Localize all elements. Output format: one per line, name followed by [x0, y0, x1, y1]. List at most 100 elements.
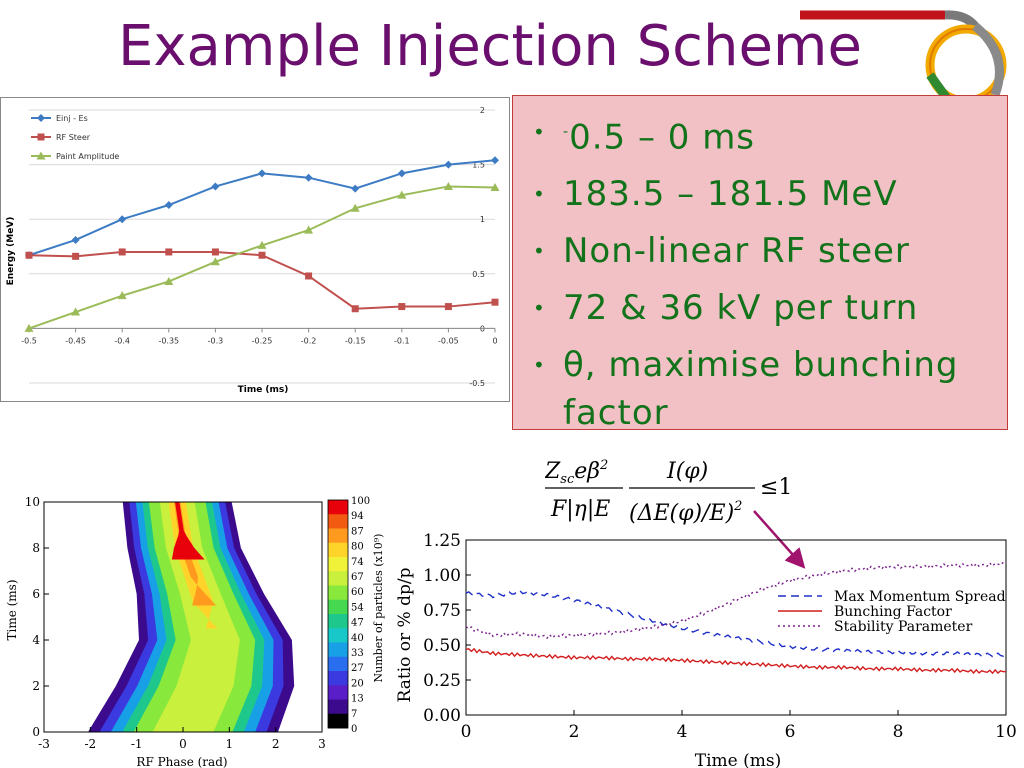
chart4-legend-label: Max Momentum Spread — [834, 589, 1006, 605]
heatmap-colorbar-label: Number of particles (x10⁹) — [372, 534, 385, 683]
chart1-point — [36, 151, 46, 160]
colorbar-tick-label: 27 — [351, 663, 364, 674]
chart1-point — [118, 248, 126, 256]
heatmap-colorbar: 100 94 87 80 74 67 60 54 47 40 33 27 20 13 7 0 — [327, 496, 370, 735]
chart1-point — [444, 303, 452, 311]
chart1-xtick-label: -0.2 — [301, 336, 317, 345]
formula-num1-rest: eβ — [574, 459, 600, 484]
chart1-point — [351, 305, 359, 313]
colorbar-tick-label: 0 — [351, 724, 357, 735]
chart1-point — [397, 190, 407, 199]
chart1-point — [491, 298, 499, 306]
chart1-point — [211, 182, 220, 191]
formula-den1: F|η|E — [550, 497, 610, 522]
heatmap-xtick-label: -3 — [38, 737, 50, 751]
chart4-ytick-label: 0.50 — [423, 636, 461, 656]
colorbar-swatch — [328, 557, 348, 572]
chart4-xtick-label: 6 — [785, 722, 796, 742]
chart1-legend: Einj - Es RF Steer Paint Amplitude — [31, 114, 119, 161]
chart4-xlabel: Time (ms) — [695, 751, 781, 768]
heatmap-xtick-label: -1 — [131, 737, 143, 751]
energy-time-chart: 2 1.5 1 0.5 0 -0.5 -0.5 -0.45 -0.4 -0.35 -0.3 -0.25… — [0, 97, 510, 402]
colorbar-tick-label: 100 — [351, 496, 370, 507]
heatmap-xtick-label: 3 — [318, 737, 326, 751]
chart1-point — [72, 252, 80, 260]
colorbar-swatch — [328, 656, 348, 672]
chart4-legend-label: Bunching Factor — [834, 604, 952, 620]
chart1-point — [71, 307, 81, 316]
chart1-ytick-label: 2 — [480, 106, 485, 115]
chart1-xtick-label: 0 — [492, 336, 497, 345]
chart1-point — [490, 183, 500, 192]
colorbar-swatch — [328, 671, 348, 686]
formula-arrow-icon — [753, 510, 806, 569]
colorbar-swatch — [328, 500, 348, 515]
heatmap-xtick-label: 0 — [179, 737, 187, 751]
bullet-marker: • — [533, 239, 546, 264]
chart4-series-line — [465, 590, 1007, 658]
formula-den2: (ΔE(φ)/E) — [629, 501, 734, 526]
colorbar-swatch — [328, 528, 348, 544]
formula-num2: I(φ) — [666, 459, 708, 484]
colorbar-swatch — [328, 542, 348, 558]
bullet-text: 0.5 – 0 ms — [569, 117, 756, 158]
chart1-ylabel: Energy (MeV) — [6, 217, 16, 286]
colorbar-tick-label: 94 — [351, 511, 364, 522]
heatmap-plot — [88, 502, 295, 732]
chart1-xtick-label: -0.45 — [65, 336, 86, 345]
colorbar-tick-label: 40 — [351, 633, 364, 644]
chart1-series-square — [25, 248, 499, 313]
colorbar-swatch — [328, 614, 348, 629]
chart1-point — [444, 160, 453, 169]
heatmap-xlabel: RF Phase (rad) — [136, 755, 227, 768]
chart4-ytick-label: 0.00 — [423, 706, 461, 726]
colorbar-swatch — [328, 585, 348, 601]
colorbar-swatch — [328, 514, 348, 529]
chart1-point — [165, 248, 173, 256]
svg-text:Zsceβ2: Zsceβ2 — [545, 458, 608, 487]
chart4-ytick-label: 1.00 — [423, 566, 461, 586]
colorbar-swatch — [328, 599, 348, 615]
chart1-point — [118, 215, 127, 224]
chart4-ytick-label: 0.25 — [423, 671, 461, 691]
chart4-legend-label: Stability Parameter — [834, 619, 973, 635]
bullet-text: 72 & 36 kV per turn — [563, 288, 919, 329]
chart1-point — [164, 276, 174, 285]
chart1-point — [305, 272, 313, 280]
colorbar-tick-label: 54 — [351, 602, 364, 613]
chart4-ytick-label: 1.25 — [423, 531, 461, 551]
chart1-xtick-label: -0.1 — [394, 336, 410, 345]
heatmap-xtick-label: 2 — [272, 737, 280, 751]
rf-phase-heatmap: -3 -2 -1 0 1 2 3 0 2 4 6 8 10 100 94 87 80 74 67 60 54 47 40 3… — [5, 495, 385, 768]
chart1-point — [25, 251, 33, 259]
colorbar-tick-label: 87 — [351, 526, 364, 537]
chart1-xtick-label: -0.5 — [21, 336, 37, 345]
chart4-series-line — [465, 647, 1007, 675]
bullet-marker: • — [533, 296, 546, 321]
chart4-xtick-label: 2 — [569, 722, 580, 742]
chart1-point — [304, 225, 314, 234]
chart1-xtick-label: -0.15 — [345, 336, 366, 345]
slide-title: Example Injection Scheme — [118, 14, 862, 79]
colorbar-swatch — [328, 685, 348, 700]
chart4-ylabel: Ratio or % dp/p — [395, 567, 415, 702]
heatmap-ylabel: Time (ms) — [5, 579, 19, 640]
colorbar-tick-label: 7 — [351, 709, 357, 720]
chart1-legend-label: RF Steer — [56, 133, 91, 142]
colorbar-swatch — [328, 642, 348, 658]
chart1-point — [304, 173, 313, 182]
formula-den2-sup: 2 — [733, 499, 742, 514]
chart1-point — [351, 184, 360, 193]
chart1-xtick-label: -0.05 — [438, 336, 459, 345]
chart4-ytick-label: 0.75 — [423, 601, 461, 621]
formula-num1-sup: 2 — [599, 458, 608, 473]
heatmap-ytick-label: 10 — [25, 495, 40, 509]
chart4-series — [465, 561, 1007, 675]
chart1-ytick-label: 0.5 — [472, 270, 485, 279]
chart1-point — [210, 257, 220, 266]
formula-num1: Z — [545, 459, 561, 484]
bullet-text: θ, maximise bunching factor — [563, 345, 959, 434]
heatmap-ytick-label: 2 — [32, 679, 40, 693]
heatmap-ytick-label: 0 — [32, 725, 40, 739]
